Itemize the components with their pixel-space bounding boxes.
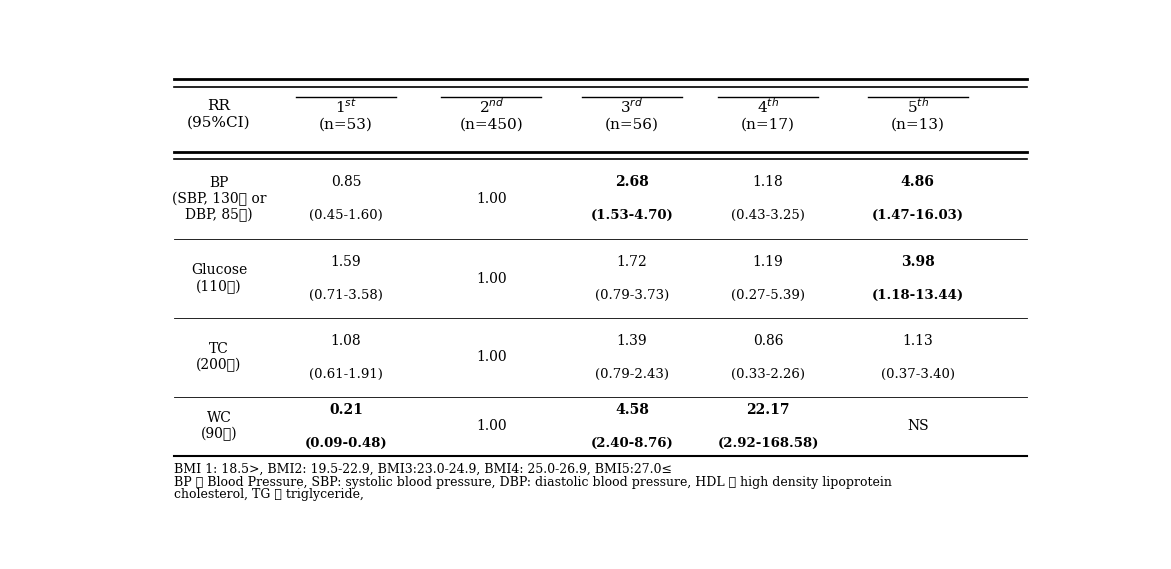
Text: 1.59: 1.59 <box>330 255 362 269</box>
Text: (0.61-1.91): (0.61-1.91) <box>309 368 383 381</box>
Text: 4.86: 4.86 <box>900 175 934 189</box>
Text: 0.86: 0.86 <box>753 334 783 348</box>
Text: (0.71-3.58): (0.71-3.58) <box>309 288 383 302</box>
Text: cholesterol, TG ： triglyceride,: cholesterol, TG ： triglyceride, <box>173 488 363 501</box>
Text: 3$^{rd}$
(n=56): 3$^{rd}$ (n=56) <box>605 97 659 132</box>
Text: (0.27-5.39): (0.27-5.39) <box>731 288 804 302</box>
Text: (0.79-3.73): (0.79-3.73) <box>595 288 669 302</box>
Text: (1.18-13.44): (1.18-13.44) <box>871 288 964 302</box>
Text: BP
(SBP, 130≧ or
DBP, 85≧): BP (SBP, 130≧ or DBP, 85≧) <box>172 176 266 222</box>
Text: 1.19: 1.19 <box>753 255 783 269</box>
Text: 1.00: 1.00 <box>475 192 507 206</box>
Text: BP ： Blood Pressure, SBP: systolic blood pressure, DBP: diastolic blood pressure: BP ： Blood Pressure, SBP: systolic blood… <box>173 476 891 489</box>
Text: BMI 1: 18.5>, BMI2: 19.5-22.9, BMI3:23.0-24.9, BMI4: 25.0-26.9, BMI5:27.0≤: BMI 1: 18.5>, BMI2: 19.5-22.9, BMI3:23.0… <box>173 463 672 476</box>
Text: 0.85: 0.85 <box>330 175 362 189</box>
Text: 2.68: 2.68 <box>615 175 649 189</box>
Text: (0.09-0.48): (0.09-0.48) <box>304 436 388 450</box>
Text: 1.00: 1.00 <box>475 419 507 434</box>
Text: 0.21: 0.21 <box>329 403 363 417</box>
Text: Glucose
(110≧): Glucose (110≧) <box>191 263 247 294</box>
Text: 1.13: 1.13 <box>903 334 933 348</box>
Text: 1.39: 1.39 <box>617 334 648 348</box>
Text: (2.92-168.58): (2.92-168.58) <box>718 436 819 450</box>
Text: (0.45-1.60): (0.45-1.60) <box>309 209 383 222</box>
Text: 5$^{th}$
(n=13): 5$^{th}$ (n=13) <box>891 97 945 132</box>
Text: TC
(200≧): TC (200≧) <box>197 342 241 373</box>
Text: 4$^{th}$
(n=17): 4$^{th}$ (n=17) <box>741 97 795 132</box>
Text: 1.72: 1.72 <box>616 255 648 269</box>
Text: 1.08: 1.08 <box>330 334 362 348</box>
Text: RR
(95%CI): RR (95%CI) <box>187 99 251 129</box>
Text: 1.00: 1.00 <box>475 351 507 365</box>
Text: (0.43-3.25): (0.43-3.25) <box>731 209 804 222</box>
Text: 1.00: 1.00 <box>475 271 507 286</box>
Text: (1.53-4.70): (1.53-4.70) <box>590 209 673 222</box>
Text: (0.37-3.40): (0.37-3.40) <box>881 368 954 381</box>
Text: 22.17: 22.17 <box>746 403 789 417</box>
Text: WC
(90≧): WC (90≧) <box>200 411 238 442</box>
Text: NS: NS <box>908 419 929 434</box>
Text: 4.58: 4.58 <box>615 403 649 417</box>
Text: (0.33-2.26): (0.33-2.26) <box>731 368 804 381</box>
Text: (1.47-16.03): (1.47-16.03) <box>871 209 964 222</box>
Text: (0.79-2.43): (0.79-2.43) <box>595 368 669 381</box>
Text: 2$^{nd}$
(n=450): 2$^{nd}$ (n=450) <box>459 97 523 132</box>
Text: 3.98: 3.98 <box>900 255 934 269</box>
Text: 1.18: 1.18 <box>753 175 783 189</box>
Text: (2.40-8.76): (2.40-8.76) <box>590 436 673 450</box>
Text: 1$^{st}$
(n=53): 1$^{st}$ (n=53) <box>319 97 374 132</box>
